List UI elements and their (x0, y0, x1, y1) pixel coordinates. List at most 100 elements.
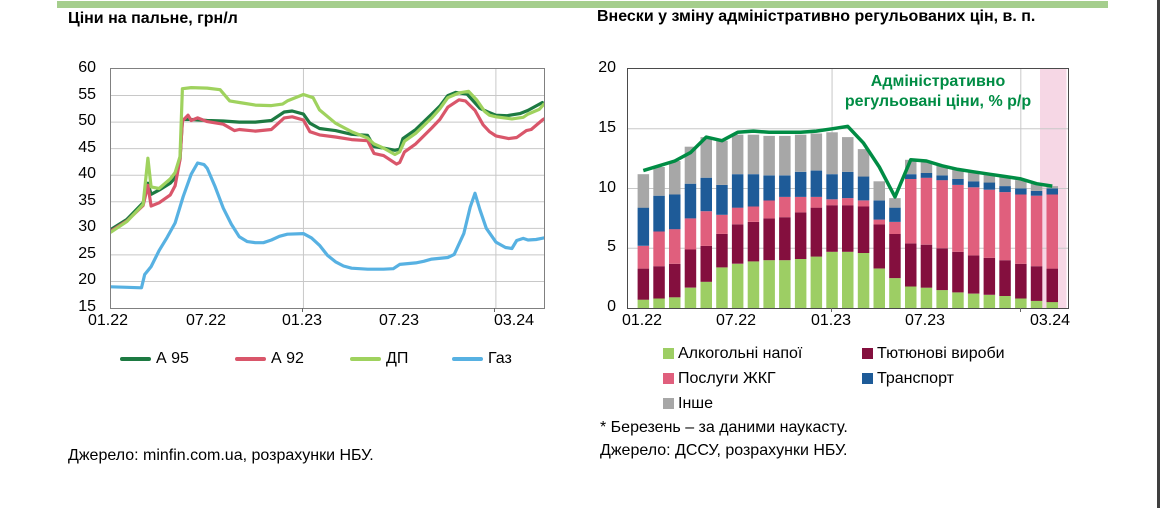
bar-segment-1 (716, 233, 728, 268)
bar-segment-4 (669, 161, 681, 195)
bar-segment-0 (779, 260, 791, 308)
bar-segment-1 (1046, 268, 1058, 303)
bar-segment-0 (794, 259, 807, 308)
legend-label: Транспорт (877, 370, 954, 387)
legend-label: Послуги ЖКГ (678, 370, 776, 387)
legend-square-marker (862, 373, 873, 384)
bar-segment-4 (842, 137, 854, 172)
legend-label: Газ (488, 350, 512, 367)
bar-segment-1 (857, 206, 870, 253)
bar-segment-0 (905, 286, 917, 308)
bar-segment-1 (779, 217, 791, 261)
bar-segment-1 (794, 212, 807, 259)
bar-segment-0 (1046, 302, 1058, 308)
bar-segment-0 (999, 296, 1011, 308)
legend-label: А 95 (156, 350, 189, 367)
bar-segment-2 (889, 222, 901, 234)
bar-segment-2 (794, 196, 807, 213)
y-tick-label: 20 (598, 59, 616, 76)
bar-segment-4 (1030, 183, 1043, 191)
legend-line-marker (350, 357, 381, 361)
legend-line-marker (452, 357, 483, 361)
y-tick-label: 0 (607, 298, 616, 315)
admin-prices-source: Джерело: ДССУ, розрахунки НБУ. (600, 442, 848, 459)
bar-segment-0 (873, 268, 885, 308)
bar-segment-2 (669, 229, 681, 264)
bar-segment-1 (967, 255, 980, 294)
bar-segment-4 (905, 159, 917, 175)
bar-segment-4 (1046, 186, 1058, 189)
bar-segment-4 (1015, 180, 1027, 189)
bar-segment-3 (967, 181, 980, 188)
bar-segment-2 (905, 178, 917, 244)
bar-segment-1 (731, 224, 744, 264)
legend-item: А 95 (120, 349, 230, 369)
bar-segment-2 (826, 199, 838, 206)
bar-segment-2 (952, 184, 964, 252)
y-tick-label: 60 (78, 59, 96, 76)
series-line-2 (111, 86, 544, 234)
fuel-chart-plot (110, 68, 545, 309)
y-tick-label: 40 (78, 165, 96, 182)
bar-segment-1 (952, 251, 964, 293)
legend-item: А 92 (235, 349, 345, 369)
fuel-chart-canvas (111, 69, 544, 308)
x-tick-label: 03.24 (493, 312, 535, 329)
bar-segment-3 (920, 173, 933, 178)
bar-segment-3 (983, 182, 996, 190)
bar-segment-2 (999, 192, 1011, 261)
bar-segment-4 (763, 135, 775, 176)
admin-prices-footnote: * Березень – за даними наукасту. (600, 419, 848, 436)
bar-segment-1 (653, 266, 665, 299)
bar-segment-4 (936, 165, 948, 176)
series-line-0 (111, 90, 544, 231)
bar-segment-4 (826, 132, 838, 175)
bar-segment-1 (747, 222, 760, 262)
bar-segment-2 (653, 231, 665, 267)
bar-segment-3 (747, 174, 760, 207)
bar-segment-4 (684, 146, 697, 184)
axis-tick (1020, 308, 1022, 312)
x-tick-label: 01.22 (621, 312, 663, 329)
bar-segment-3 (669, 194, 681, 230)
legend-square-marker (663, 373, 674, 384)
bar-segment-1 (810, 207, 823, 257)
legend-label: А 92 (271, 350, 304, 367)
legend-item: Тютюнові вироби (862, 345, 1072, 363)
bar-segment-1 (684, 249, 697, 288)
bar-segment-4 (810, 133, 823, 171)
y-tick-label: 50 (78, 112, 96, 129)
bar-segment-1 (873, 224, 885, 269)
bar-segment-3 (810, 170, 823, 197)
admin-prices-chart-legend: Алкогольні напої Тютюнові вироби Послуги Ж… (0, 342, 1165, 417)
admin-prices-annotation-line1: Адміністративно (870, 73, 1006, 90)
bar-segment-1 (983, 257, 996, 295)
legend-label: ДП (386, 350, 409, 367)
bar-segment-0 (826, 251, 838, 308)
x-tick-label: 01.23 (281, 312, 323, 329)
bar-segment-0 (731, 263, 744, 308)
bar-segment-3 (716, 184, 728, 215)
bar-segment-2 (857, 200, 870, 207)
bar-segment-2 (637, 245, 650, 269)
y-tick-label: 25 (78, 245, 96, 262)
bar-segment-3 (653, 195, 665, 232)
legend-line-marker (235, 357, 266, 361)
bar-segment-3 (936, 175, 948, 181)
x-tick-label: 01.22 (87, 312, 129, 329)
bar-segment-2 (967, 187, 980, 256)
bar-segment-4 (857, 149, 870, 177)
x-tick-label: 01.23 (810, 312, 852, 329)
legend-square-marker (862, 348, 873, 359)
bar-segment-4 (920, 162, 933, 173)
legend-label: Тютюнові вироби (877, 345, 1005, 362)
bar-segment-1 (700, 245, 712, 282)
x-tick-label: 03.24 (1029, 312, 1071, 329)
bar-segment-0 (684, 287, 697, 308)
y-tick-label: 15 (78, 298, 96, 315)
bar-segment-3 (999, 186, 1011, 193)
legend-item: Інше (663, 395, 873, 413)
admin-prices-chart-plot: Адміністративно регульовані ціни, % р/р (627, 68, 1069, 309)
bar-segment-4 (653, 167, 665, 196)
